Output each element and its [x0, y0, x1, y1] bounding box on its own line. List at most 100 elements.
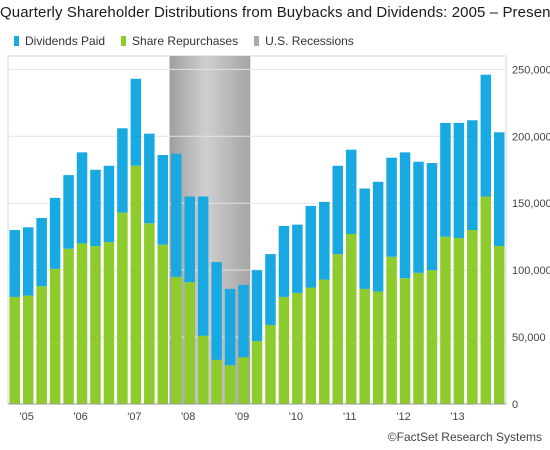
bar-dividends-paid: [480, 74, 492, 197]
bar-share-repurchases: [36, 286, 47, 404]
bar-dividends-paid: [413, 161, 424, 273]
bar-share-repurchases: [453, 238, 465, 404]
recession-band: [169, 56, 251, 404]
bar-share-repurchases: [197, 335, 209, 404]
bar-share-repurchases: [332, 254, 344, 404]
bar-dividends-paid: [440, 122, 451, 237]
bar-share-repurchases: [251, 341, 263, 404]
chart-title: Quarterly Shareholder Distributions from…: [0, 4, 550, 21]
bar-dividends-paid: [22, 227, 34, 296]
legend-swatch-repurchases: [121, 36, 127, 46]
bar-dividends-paid: [170, 153, 182, 277]
bar-dividends-paid: [76, 152, 88, 244]
legend-item-repurchases: Share Repurchases: [121, 34, 238, 48]
bar-share-repurchases: [413, 272, 424, 404]
bar-share-repurchases: [265, 325, 276, 404]
bar-dividends-paid: [278, 225, 290, 297]
bar-dividends-paid: [453, 122, 465, 239]
bar-dividends-paid: [359, 188, 370, 289]
x-tick-label: '07: [127, 411, 141, 423]
x-tick-label: '12: [396, 411, 410, 423]
bar-dividends-paid: [184, 196, 195, 283]
bar-dividends-paid: [63, 175, 74, 249]
bar-dividends-paid: [467, 120, 478, 230]
bar-share-repurchases: [103, 242, 115, 404]
bar-dividends-paid: [117, 128, 128, 213]
bar-dividends-paid: [292, 224, 303, 293]
bar-dividends-paid: [197, 196, 209, 336]
bar-dividends-paid: [211, 262, 222, 360]
bar-dividends-paid: [130, 78, 142, 166]
bar-share-repurchases: [76, 243, 88, 404]
bar-share-repurchases: [144, 223, 155, 404]
bar-share-repurchases: [157, 244, 169, 404]
bar-share-repurchases: [372, 291, 384, 404]
bar-dividends-paid: [251, 270, 263, 342]
y-tick-label: 0: [512, 399, 518, 411]
bar-share-repurchases: [211, 359, 222, 404]
bar-share-repurchases: [319, 279, 330, 404]
source-credit: ©FactSet Research Systems: [387, 430, 542, 444]
y-tick-label: 50,000: [512, 332, 546, 344]
bar-dividends-paid: [238, 284, 249, 358]
x-tick-label: '08: [181, 411, 195, 423]
x-tick-label: '05: [20, 411, 34, 423]
bar-dividends-paid: [224, 288, 236, 366]
bar-dividends-paid: [265, 254, 276, 326]
bar-share-repurchases: [49, 268, 61, 404]
bar-share-repurchases: [345, 234, 357, 404]
bar-dividends-paid: [49, 197, 61, 269]
y-tick-label: 150,000: [512, 198, 550, 210]
bar-dividends-paid: [90, 169, 101, 247]
bar-share-repurchases: [170, 276, 182, 404]
bar-share-repurchases: [184, 282, 195, 404]
legend-swatch-recessions: [254, 36, 260, 46]
x-tick-label: '13: [450, 411, 464, 423]
bar-share-repurchases: [22, 295, 34, 404]
bar-dividends-paid: [372, 181, 384, 292]
legend-label-dividends: Dividends Paid: [25, 34, 106, 48]
bar-share-repurchases: [399, 278, 411, 404]
bar-share-repurchases: [426, 270, 438, 404]
bar-share-repurchases: [467, 230, 478, 404]
bar-share-repurchases: [359, 288, 370, 404]
y-tick-label: 200,000: [512, 131, 550, 143]
bar-dividends-paid: [36, 217, 47, 287]
bar-share-repurchases: [292, 292, 303, 404]
legend-label-recessions: U.S. Recessions: [265, 34, 354, 48]
bar-dividends-paid: [9, 230, 20, 297]
bar-dividends-paid: [494, 132, 505, 247]
bar-dividends-paid: [305, 205, 317, 288]
x-tick-label: '06: [73, 411, 87, 423]
bar-share-repurchases: [278, 296, 290, 404]
bar-dividends-paid: [426, 163, 438, 271]
bar-dividends-paid: [345, 149, 357, 235]
bar-dividends-paid: [399, 152, 411, 279]
bar-dividends-paid: [386, 157, 397, 257]
bar-share-repurchases: [440, 236, 451, 404]
bar-share-repurchases: [480, 196, 492, 404]
bar-share-repurchases: [9, 296, 20, 404]
bar-share-repurchases: [494, 246, 505, 404]
x-tick-label: '09: [235, 411, 249, 423]
legend-item-dividends: Dividends Paid: [14, 34, 105, 48]
bar-dividends-paid: [103, 165, 115, 243]
bar-share-repurchases: [90, 246, 101, 404]
bar-share-repurchases: [63, 248, 74, 404]
bar-dividends-paid: [157, 155, 169, 245]
bar-dividends-paid: [319, 201, 330, 280]
x-tick-label: '10: [289, 411, 303, 423]
bar-share-repurchases: [117, 212, 128, 404]
bar-share-repurchases: [224, 365, 236, 404]
bar-share-repurchases: [386, 256, 397, 404]
x-tick-label: '11: [343, 411, 357, 423]
bar-share-repurchases: [238, 357, 249, 404]
bar-share-repurchases: [130, 165, 142, 404]
legend-swatch-dividends: [14, 36, 19, 46]
y-tick-label: 250,000: [512, 64, 550, 76]
y-tick-label: 100,000: [512, 265, 550, 277]
chart-legend: Dividends Paid Share Repurchases U.S. Re…: [14, 34, 354, 48]
bar-share-repurchases: [305, 287, 317, 404]
